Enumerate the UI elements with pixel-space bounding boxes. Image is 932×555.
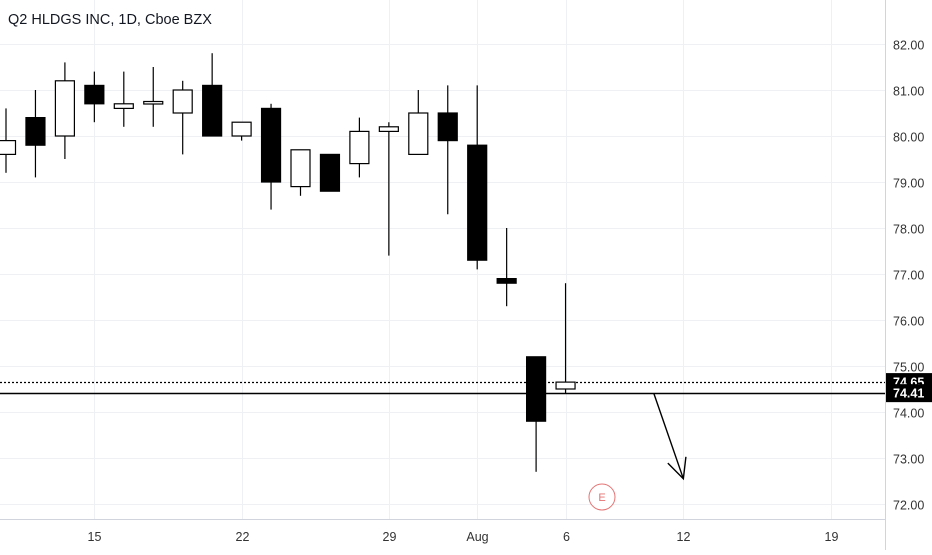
candle-body xyxy=(290,149,311,188)
candle-body xyxy=(260,107,282,183)
candle xyxy=(467,85,488,270)
time-tick-label: 19 xyxy=(825,530,839,544)
candle-body xyxy=(525,356,547,422)
price-tick-label: 73.00 xyxy=(893,453,924,467)
price-tick-label: 74.00 xyxy=(893,407,924,421)
candle xyxy=(25,90,46,178)
arrow-shaft xyxy=(653,393,685,479)
price-label-text: 74.41 xyxy=(893,387,924,401)
candle xyxy=(84,71,105,123)
candles xyxy=(0,53,576,472)
time-tick-label: 6 xyxy=(563,530,570,544)
price-tick-label: 80.00 xyxy=(893,131,924,145)
candle xyxy=(555,283,576,394)
candle xyxy=(496,228,517,307)
candle xyxy=(0,108,17,173)
candle xyxy=(525,356,547,472)
candle xyxy=(319,153,341,192)
price-axis[interactable]: 72.00 73.00 74.00 75.00 76.00 77.00 78.00 79.00… xyxy=(893,39,924,513)
candle-body xyxy=(84,84,105,105)
candle-body xyxy=(408,112,429,156)
candle-body xyxy=(113,103,134,110)
candle-body xyxy=(555,381,576,390)
candle-body xyxy=(143,100,164,105)
candle xyxy=(54,62,76,159)
price-tick-label: 79.00 xyxy=(893,177,924,191)
price-tick-label: 72.00 xyxy=(893,499,924,513)
candle-body xyxy=(202,84,223,137)
price-tick-label: 81.00 xyxy=(893,85,924,99)
price-tick-label: 76.00 xyxy=(893,315,924,329)
candle xyxy=(260,103,282,210)
earnings-marker-label: E xyxy=(598,492,605,504)
candle-body xyxy=(349,130,370,165)
earnings-marker xyxy=(588,483,616,511)
chart-title: Q2 HLDGS INC, 1D, Cboe BZX xyxy=(8,12,212,28)
price-tick-label: 75.00 xyxy=(893,361,924,375)
candle xyxy=(408,90,429,156)
grid xyxy=(0,0,885,519)
candle-body xyxy=(172,89,193,114)
candle-body xyxy=(319,153,341,192)
price-lines xyxy=(0,381,885,395)
candle xyxy=(231,121,252,141)
candle-body xyxy=(378,126,399,133)
candle-body xyxy=(25,116,46,146)
time-tick-label: Aug xyxy=(466,530,488,544)
price-tick-label: 82.00 xyxy=(893,39,924,53)
arrow-head xyxy=(667,456,687,481)
candle xyxy=(202,53,223,137)
time-tick-label: 22 xyxy=(236,530,250,544)
candle-body xyxy=(496,278,517,284)
candle-body xyxy=(0,140,17,156)
candle xyxy=(143,67,164,127)
candle xyxy=(378,122,399,256)
candle-body xyxy=(231,121,252,137)
price-tick-label: 77.00 xyxy=(893,269,924,283)
candle-body xyxy=(437,112,458,142)
candle xyxy=(172,80,193,155)
candle xyxy=(437,85,458,215)
time-tick-label: 29 xyxy=(383,530,397,544)
time-tick-label: 15 xyxy=(88,530,102,544)
time-tick-label: 12 xyxy=(677,530,691,544)
candle xyxy=(290,149,311,196)
candle-body xyxy=(467,144,488,261)
candle-body xyxy=(54,80,76,137)
annotations: E xyxy=(588,393,687,511)
time-axis[interactable]: 15 22 29 Aug 6 12 19 xyxy=(88,530,839,544)
price-label-box xyxy=(886,384,932,403)
candle xyxy=(349,117,370,178)
candle xyxy=(113,71,134,127)
price-tick-label: 78.00 xyxy=(893,223,924,237)
